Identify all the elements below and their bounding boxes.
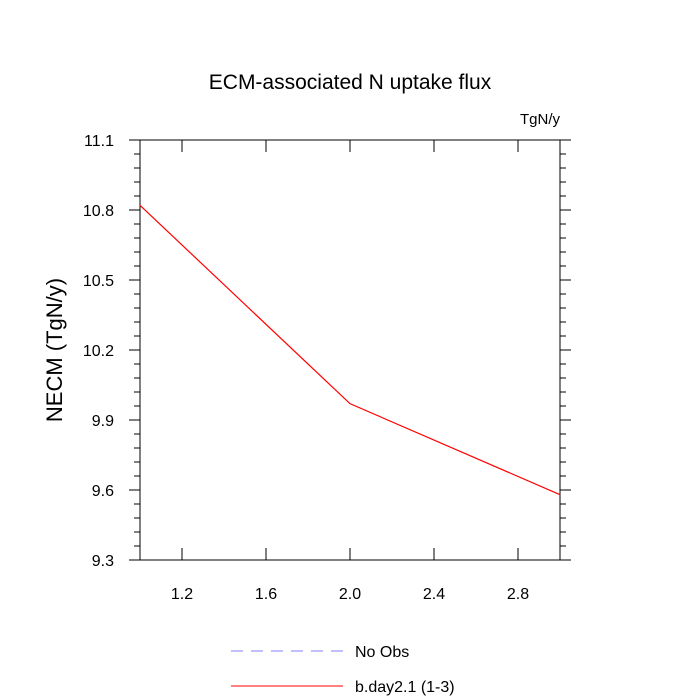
x-tick-label: 2.8	[507, 586, 529, 603]
legend-label: b.day2.1 (1-3)	[355, 679, 455, 696]
y-tick-label: 9.6	[92, 483, 114, 500]
x-tick-label: 1.2	[171, 586, 193, 603]
series-layer	[139, 204, 561, 496]
chart-title: ECM-associated N uptake flux	[209, 71, 492, 94]
y-tick-label: 9.3	[92, 553, 114, 570]
plot-frame	[139, 139, 561, 561]
x-tick-label: 2.4	[423, 586, 445, 603]
unit-label: TgN/y	[520, 111, 561, 128]
y-axis-label: NECM (TgN/y)	[42, 278, 67, 422]
legend: No Obs b.day2.1 (1-3)	[231, 644, 455, 696]
x-tick-labels: 1.2 1.6 2.0 2.4 2.8	[171, 586, 529, 603]
axis-ticks	[129, 139, 571, 561]
y-tick-label: 9.9	[92, 413, 114, 430]
y-tick-labels: 9.3 9.6 9.9 10.2 10.5 10.8 11.1	[83, 133, 114, 570]
y-tick-label: 11.1	[84, 133, 114, 150]
series-line	[139, 204, 561, 496]
x-tick-label: 2.0	[339, 586, 361, 603]
x-tick-label: 1.6	[255, 586, 277, 603]
y-tick-label: 10.8	[83, 203, 114, 220]
y-tick-label: 10.5	[83, 273, 114, 290]
y-tick-label: 10.2	[83, 343, 114, 360]
legend-label: No Obs	[355, 644, 409, 661]
